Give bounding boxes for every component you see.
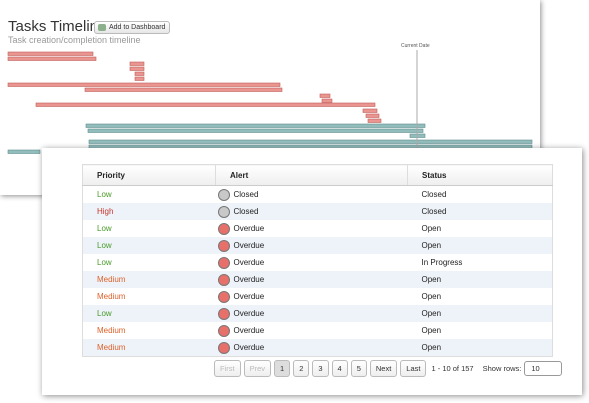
table-row: Medium Overdue Open: [83, 288, 553, 305]
rows-select[interactable]: 10: [524, 361, 563, 376]
alert-icon: [217, 239, 230, 252]
alert-icon: [217, 188, 230, 201]
alert-icon: [217, 324, 230, 337]
status: Open: [421, 292, 442, 301]
table-panel: Priority Alert Status Low Closed Closed High C…: [42, 148, 582, 395]
alert-cell: Overdue: [215, 271, 408, 288]
task-bars: [7, 123, 533, 154]
priority: Low: [97, 224, 112, 233]
table-row: Low Overdue In Progress: [83, 254, 553, 271]
alert-cell: Overdue: [216, 322, 408, 339]
alert: Overdue: [233, 240, 265, 250]
page-button[interactable]: 3: [312, 360, 329, 377]
alert-icon: [217, 290, 230, 303]
status: Open: [407, 271, 553, 288]
priority: Low: [82, 237, 216, 254]
alert-cell: Overdue: [216, 288, 408, 305]
priority: Low: [97, 190, 112, 199]
next-button[interactable]: Next: [369, 360, 398, 377]
alert: Overdue: [233, 342, 265, 352]
column-header: Alert: [215, 164, 408, 186]
table-row: Medium Overdue Open: [82, 271, 553, 288]
alert-icon: [217, 205, 230, 218]
alert: Overdue: [233, 223, 265, 233]
alert-icon: [217, 273, 230, 286]
status: Open: [407, 339, 553, 357]
task-bars: [7, 51, 382, 123]
status: Closed: [407, 203, 553, 220]
alert: Overdue: [233, 291, 265, 301]
alert-icon: [217, 222, 230, 235]
alert-icon: [217, 256, 230, 269]
page-button[interactable]: 1: [274, 360, 291, 377]
status: Open: [407, 305, 553, 322]
status: Open: [407, 237, 553, 254]
priority: Low: [82, 305, 216, 322]
timeline: [7, 50, 533, 195]
table-row: Low Overdue Open: [82, 237, 553, 254]
add-button[interactable]: Add to Dashboard: [94, 21, 171, 34]
alert: Closed: [233, 206, 259, 216]
header-row: Priority Alert Status: [82, 164, 553, 186]
title: Tasks Timeline: [8, 18, 107, 35]
alert: Overdue: [233, 325, 265, 335]
alert: Overdue: [233, 308, 265, 318]
alert-cell: Overdue: [216, 254, 408, 271]
last-button[interactable]: Last: [400, 360, 427, 377]
alerts-table: Priority Alert Status Low Closed Closed High C…: [82, 164, 553, 357]
subtitle: Task creation/completion timeline: [8, 35, 141, 45]
status: Closed: [421, 190, 447, 199]
priority: Medium: [82, 271, 216, 288]
alert: Overdue: [233, 257, 265, 267]
status: Open: [421, 224, 442, 233]
alert-cell: Closed: [216, 186, 408, 204]
table-row: High Closed Closed: [82, 203, 553, 220]
page-button[interactable]: 4: [331, 360, 348, 377]
page-button[interactable]: 5: [350, 360, 367, 377]
column-header: Priority: [82, 164, 216, 186]
alert: Closed: [233, 189, 259, 199]
first-button[interactable]: First: [214, 360, 241, 377]
prev-button[interactable]: Prev: [243, 360, 272, 377]
table-row: Low Overdue Open: [82, 305, 553, 322]
table-row: Medium Overdue Open: [83, 322, 553, 339]
marker-label: Current Date: [401, 43, 430, 49]
alert-cell: Overdue: [215, 339, 408, 357]
priority: Low: [97, 258, 112, 267]
alert-cell: Closed: [215, 203, 408, 220]
alert-icon: [217, 307, 230, 320]
table-row: Low Overdue Open: [83, 220, 553, 237]
alert-cell: Overdue: [215, 237, 408, 254]
alert: Overdue: [233, 274, 265, 284]
status: Open: [421, 326, 442, 335]
priority: Medium: [97, 326, 126, 335]
status: In Progress: [421, 258, 463, 267]
column-header: Status: [407, 164, 553, 186]
table-row: Low Closed Closed: [83, 186, 553, 204]
table-row: Medium Overdue Open: [82, 339, 553, 357]
priority: Medium: [82, 339, 216, 357]
pagination: First Prev 1 2 3 4 5 Next Last 1 - 10 of 157 Show …: [214, 360, 563, 377]
table-body: Low Closed Closed High Closed Closed Low Overdu…: [82, 186, 553, 357]
alert-icon: [217, 341, 230, 354]
alert-cell: Overdue: [215, 305, 408, 322]
priority: Medium: [97, 292, 126, 301]
priority: High: [82, 203, 216, 220]
page-button[interactable]: 2: [293, 360, 310, 377]
rows-label: Show rows:: [482, 364, 522, 373]
alert-cell: Overdue: [216, 220, 408, 237]
range: 1 - 10 of 157: [431, 364, 474, 373]
